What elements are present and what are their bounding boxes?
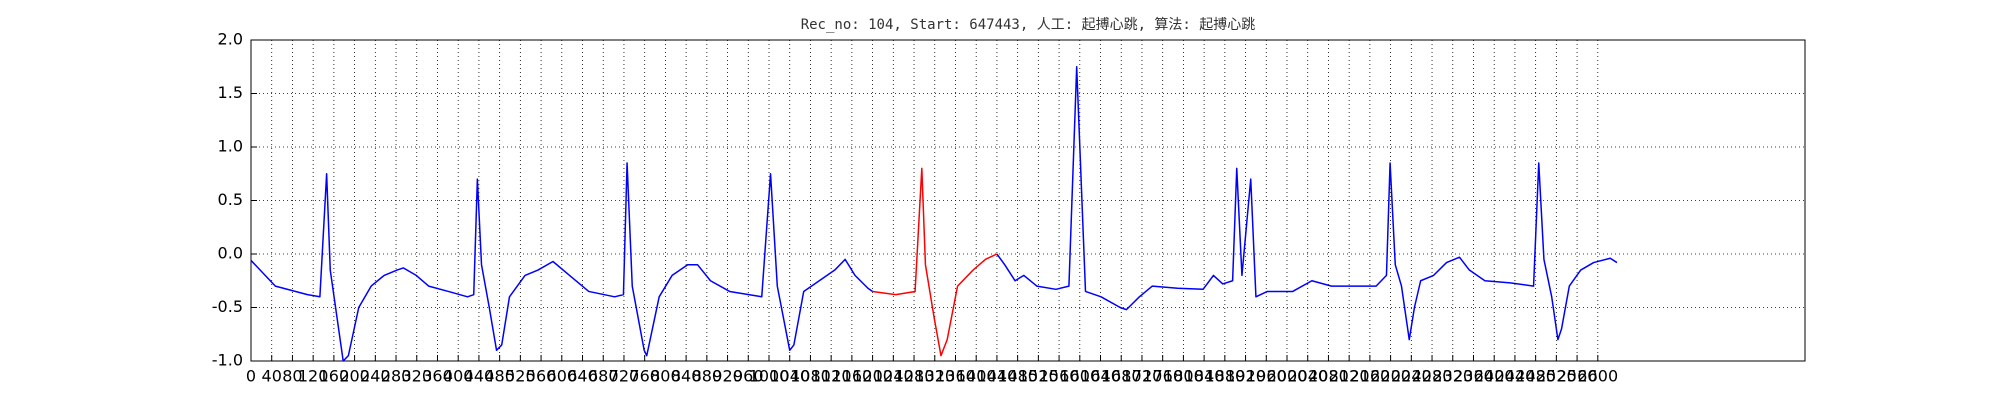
x-tick-label: 760 — [629, 367, 660, 386]
x-tick-label: 360 — [422, 367, 453, 386]
x-tick-label: 480 — [484, 367, 515, 386]
x-tick-label: 2520 — [1536, 367, 1577, 386]
x-tick-label: 240 — [360, 367, 391, 386]
x-tick-label: 1960 — [1246, 367, 1287, 386]
x-tick-label: 880 — [692, 367, 723, 386]
x-tick-label: 400 — [443, 367, 474, 386]
x-tick-label: 2360 — [1453, 367, 1494, 386]
x-tick-label: 1280 — [894, 367, 935, 386]
x-tick-label: 440 — [464, 367, 495, 386]
x-tick-label: 920 — [712, 367, 743, 386]
x-tick-label: 2080 — [1308, 367, 1349, 386]
y-tick-label: 0.0 — [218, 244, 243, 263]
x-tick-label: 280 — [381, 367, 412, 386]
y-tick-label: -0.5 — [212, 297, 243, 316]
x-tick-label: 1360 — [935, 367, 976, 386]
x-tick-label: 1920 — [1225, 367, 1266, 386]
x-tick-label: 2320 — [1432, 367, 1473, 386]
x-tick-label: 0 — [246, 367, 256, 386]
x-tick-label: 1840 — [1184, 367, 1225, 386]
x-tick-label: 2400 — [1474, 367, 1515, 386]
x-tick-label: 320 — [401, 367, 432, 386]
x-tick-label: 640 — [567, 367, 598, 386]
x-tick-label: 1160 — [832, 367, 873, 386]
signal-line — [872, 167, 998, 357]
x-tick-label: 160 — [319, 367, 350, 386]
x-tick-label: 2560 — [1557, 367, 1598, 386]
x-tick-label: 1200 — [852, 367, 893, 386]
x-tick-label: 1120 — [811, 367, 852, 386]
x-tick-label: 2040 — [1287, 367, 1328, 386]
x-tick-label: 1520 — [1018, 367, 1059, 386]
x-tick-label: 1720 — [1122, 367, 1163, 386]
x-tick-label: 2280 — [1412, 367, 1453, 386]
y-tick-label: 2.0 — [218, 30, 243, 49]
x-tick-label: 1440 — [977, 367, 1018, 386]
x-tick-label: 1040 — [769, 367, 810, 386]
y-tick-label: 1.0 — [218, 137, 243, 156]
x-tick-label: 1000 — [749, 367, 790, 386]
y-tick-label: -1.0 — [212, 351, 243, 370]
x-tick-label: 2600 — [1577, 367, 1618, 386]
x-tick-label: 1600 — [1059, 367, 1100, 386]
x-tick-label: 560 — [526, 367, 557, 386]
x-tick-label: 1320 — [914, 367, 955, 386]
y-tick-label: 1.5 — [218, 83, 243, 102]
x-tick-label: 1760 — [1142, 367, 1183, 386]
x-tick-label: 520 — [505, 367, 536, 386]
x-tick-label: 120 — [298, 367, 329, 386]
x-tick-label: 1080 — [790, 367, 831, 386]
x-tick-label: 2160 — [1350, 367, 1391, 386]
y-tick-label: 0.5 — [218, 190, 243, 209]
x-tick-label: 840 — [671, 367, 702, 386]
x-tick-label: 680 — [588, 367, 619, 386]
x-tick-label: 1680 — [1101, 367, 1142, 386]
x-tick-label: 2200 — [1370, 367, 1411, 386]
x-tick-label: 1640 — [1080, 367, 1121, 386]
signal-line — [250, 66, 1618, 362]
x-tick-label: 2440 — [1495, 367, 1536, 386]
x-tick-label: 600 — [547, 367, 578, 386]
x-tick-label: 2240 — [1391, 367, 1432, 386]
x-tick-label: 1480 — [997, 367, 1038, 386]
x-tick-label: 1800 — [1163, 367, 1204, 386]
x-tick-label: 1560 — [1039, 367, 1080, 386]
x-tick-label: 1880 — [1204, 367, 1245, 386]
x-tick-label: 2120 — [1329, 367, 1370, 386]
x-tick-label: 200 — [339, 367, 370, 386]
x-tick-label: 720 — [609, 367, 640, 386]
x-tick-label: 1240 — [873, 367, 914, 386]
x-tick-label: 800 — [650, 367, 681, 386]
chart-title: Rec_no: 104, Start: 647443, 人工: 起搏心跳, 算法… — [801, 16, 1256, 33]
x-tick-label: 960 — [733, 367, 764, 386]
x-tick-label: 1400 — [956, 367, 997, 386]
x-tick-label: 40 — [262, 367, 282, 386]
x-tick-label: 2480 — [1515, 367, 1556, 386]
x-tick-label: 2000 — [1267, 367, 1308, 386]
x-tick-label: 80 — [282, 367, 302, 386]
